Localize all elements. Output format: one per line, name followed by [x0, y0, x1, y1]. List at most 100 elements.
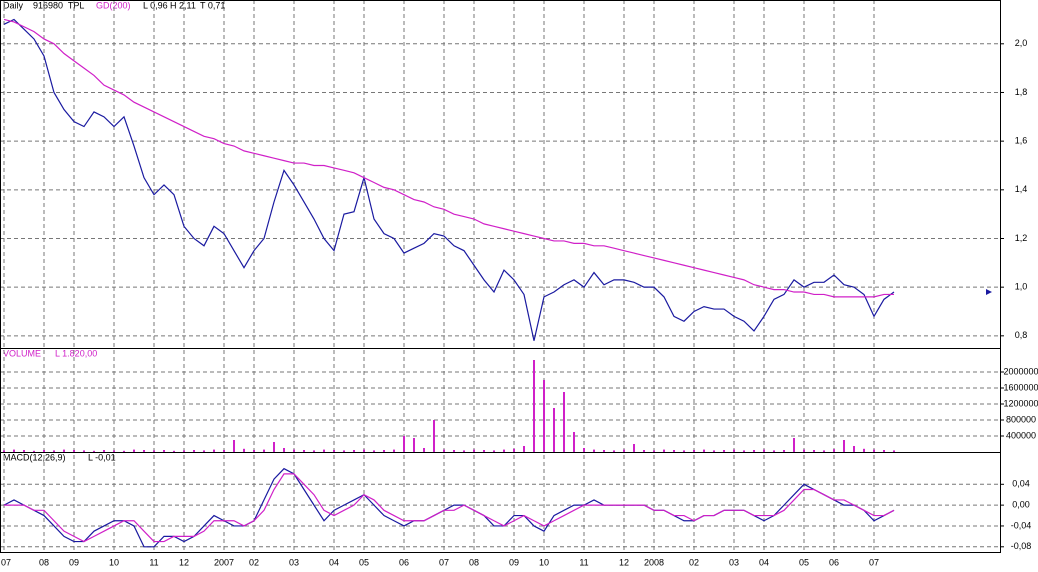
bar: [133, 449, 135, 452]
chart-title: Daily: [3, 0, 24, 10]
bar: [363, 449, 365, 452]
bar: [743, 450, 745, 452]
series-line: [3, 18, 895, 341]
bar: [373, 450, 375, 452]
y-tick-label: 1200000: [1003, 398, 1038, 408]
bar: [263, 449, 265, 452]
bar: [523, 446, 525, 452]
x-tick-label: 10: [539, 557, 549, 567]
series-line: [3, 18, 894, 298]
x-tick-label: 04: [759, 557, 769, 567]
bar: [663, 449, 665, 452]
bar: [503, 449, 505, 452]
x-tick-label: 11: [149, 557, 158, 567]
x-tick-label: 02: [689, 557, 699, 567]
bar: [893, 450, 895, 452]
annotation: T 0,71: [200, 0, 225, 10]
y-tick-label: 0,00: [1012, 500, 1030, 510]
bar: [493, 450, 495, 452]
x-tick-label: 02: [249, 557, 259, 567]
bar: [203, 450, 205, 452]
bar: [283, 448, 285, 452]
bar: [343, 450, 345, 452]
bar: [763, 449, 765, 452]
bar: [483, 450, 485, 452]
bar: [293, 449, 295, 452]
bar: [93, 450, 95, 452]
bar: [553, 408, 555, 452]
x-tick-label: 03: [729, 557, 739, 567]
bar: [383, 450, 385, 452]
y-tick-label: 2,0: [1015, 38, 1028, 48]
bar: [803, 449, 805, 452]
bar: [843, 440, 845, 452]
y-tick-label: 0,8: [1015, 330, 1028, 340]
bar: [773, 450, 775, 452]
bar: [103, 450, 105, 452]
legend-entry: 916980 TPL: [33, 0, 84, 10]
x-tick-label: 12: [619, 557, 629, 567]
last-price-marker: [986, 289, 992, 296]
x-tick-label: 08: [469, 557, 479, 567]
bar: [513, 448, 515, 452]
bar: [833, 449, 835, 452]
bar: [423, 448, 425, 452]
bar: [633, 444, 635, 452]
y-tick-label: 1600000: [1003, 382, 1038, 392]
bar: [813, 450, 815, 452]
bar: [823, 450, 825, 452]
x-tick-label: 04: [329, 557, 339, 567]
y-tick-label: 1,8: [1015, 87, 1028, 97]
bar: [563, 392, 565, 452]
pane-frame: [0, 452, 1001, 553]
bar: [83, 450, 85, 452]
bar: [583, 448, 585, 452]
y-tick-label: 400000: [1006, 430, 1036, 440]
bar: [713, 450, 715, 452]
bar: [113, 450, 115, 452]
annotation: H 2,11: [170, 0, 196, 10]
x-tick-label: 2007: [214, 557, 234, 567]
y-tick-label: 1,6: [1015, 136, 1028, 146]
bar: [53, 450, 55, 452]
bar: [573, 432, 575, 452]
bar: [863, 448, 865, 452]
bar: [643, 450, 645, 452]
y-tick-label: 0,04: [1012, 479, 1030, 489]
annotation: L -0,01: [88, 452, 116, 462]
bar: [273, 442, 275, 452]
bar: [403, 436, 405, 452]
bar: [3, 450, 5, 452]
bar: [63, 449, 65, 452]
bar: [223, 450, 225, 452]
bar: [323, 449, 325, 452]
bar: [603, 450, 605, 452]
bar: [193, 450, 195, 452]
bar: [593, 449, 595, 452]
bar: [623, 449, 625, 452]
bar: [693, 450, 695, 452]
bar: [243, 448, 245, 452]
bar: [783, 450, 785, 452]
bar: [233, 440, 235, 452]
y-tick-label: -0,08: [1011, 541, 1032, 551]
bar: [333, 450, 335, 452]
series-line: [4, 473, 895, 543]
y-tick-label: 2000000: [1003, 366, 1038, 376]
bar: [443, 449, 445, 452]
bar: [163, 450, 165, 452]
bar: [143, 450, 145, 452]
bar: [883, 450, 885, 452]
x-tick-label: 11: [579, 557, 588, 567]
bar: [473, 449, 475, 452]
bar: [683, 450, 685, 452]
x-tick-label: 2008: [644, 557, 664, 567]
bar: [253, 450, 255, 452]
pane-title: VOLUME: [3, 348, 41, 358]
bar: [23, 450, 25, 452]
bar: [393, 449, 395, 452]
bar: [793, 438, 795, 452]
bar: [153, 450, 155, 452]
bar: [13, 449, 15, 452]
